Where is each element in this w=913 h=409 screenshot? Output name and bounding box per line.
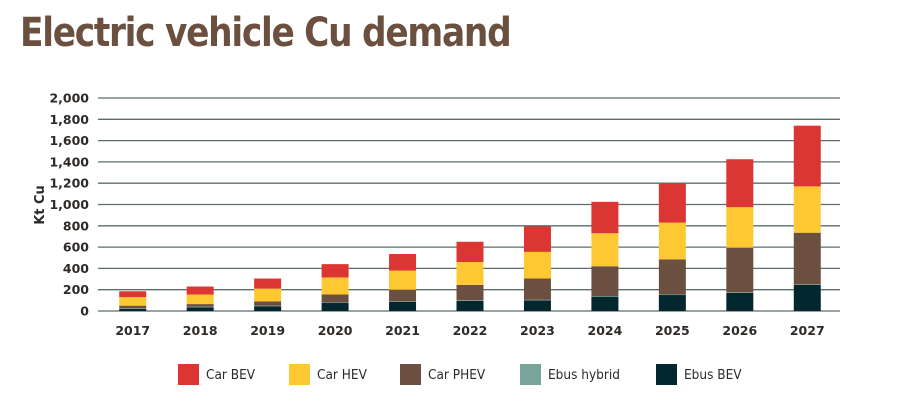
legend-label: Ebus BEV <box>683 366 742 383</box>
bar-segment-car-hev <box>186 294 214 305</box>
bar-segment-car-hev <box>254 288 282 302</box>
y-tick-label: 2,000 <box>49 91 89 106</box>
legend-swatch <box>178 364 199 385</box>
bar-segment-ebus-bev <box>321 303 349 311</box>
y-tick-label: 1,800 <box>49 112 89 127</box>
y-tick-label: 1,400 <box>49 154 89 169</box>
bar-segment-car-phev <box>658 259 686 295</box>
legend-item-car-bev: Car BEV <box>178 364 261 385</box>
x-tick-labels: 2017 2018 2019 2020 2021 2022 2023 2024 2025 2026… <box>115 323 824 338</box>
bar-segment-ebus-hybrid <box>591 296 619 297</box>
legend-item-car-hev: Car HEV <box>288 364 372 385</box>
bar-segment-car-bev <box>389 254 417 271</box>
bar-segment-car-hev <box>456 262 484 285</box>
bar-segment-ebus-hybrid <box>119 308 147 309</box>
bar-segment-ebus-hybrid <box>726 292 754 293</box>
bar-segment-car-bev <box>793 125 821 187</box>
x-tick-label: 2019 <box>250 323 285 338</box>
bar-segment-car-bev <box>591 201 619 234</box>
y-tick-label: 600 <box>63 240 89 255</box>
legend-swatch <box>655 364 677 385</box>
bar-segment-ebus-hybrid <box>389 301 417 302</box>
bar-segment-ebus-bev <box>793 284 821 311</box>
bar-segment-car-hev <box>793 186 821 233</box>
x-tick-label: 2017 <box>115 323 150 338</box>
bar-segment-ebus-hybrid <box>523 299 551 301</box>
legend-swatch <box>519 364 541 385</box>
x-tick-label: 2026 <box>722 323 757 338</box>
bar-segment-car-phev <box>591 266 619 297</box>
bar-segment-car-bev <box>119 291 147 298</box>
x-tick-label: 2025 <box>655 323 690 338</box>
legend-label: Car BEV <box>206 366 256 383</box>
chart-title: Electric vehicle Cu demand <box>20 10 512 56</box>
bar-segment-car-bev <box>658 183 686 223</box>
bar-segment-car-phev <box>523 278 551 300</box>
bar-segment-car-phev <box>456 284 484 301</box>
legend-label: Car HEV <box>316 366 367 383</box>
x-tick-label: 2027 <box>790 323 825 338</box>
x-tick-label: 2021 <box>385 323 420 338</box>
bar-segment-car-hev <box>658 222 686 260</box>
bar-segment-ebus-bev <box>456 300 484 311</box>
bar-segment-car-bev <box>726 159 754 208</box>
bar-segment-ebus-bev <box>254 306 282 311</box>
y-axis-label: Kt Cu <box>33 185 48 225</box>
bar-segment-car-bev <box>523 226 551 252</box>
bar-segment-ebus-bev <box>389 301 417 311</box>
bar-segment-ebus-bev <box>591 296 619 311</box>
bar-segment-car-hev <box>119 297 147 306</box>
bar-segment-car-phev <box>186 304 214 307</box>
legend-label: Car PHEV <box>428 366 486 383</box>
bar-segment-ebus-bev <box>523 300 551 311</box>
x-tick-label: 2020 <box>318 323 353 338</box>
legend: Car BEV Car HEV Car PHEV Ebus hybrid Ebu… <box>178 364 776 385</box>
bar-segment-car-phev <box>726 247 754 293</box>
bar-segment-car-bev <box>186 286 214 295</box>
legend-item-car-phev: Car PHEV <box>400 364 492 385</box>
bar-segment-car-hev <box>389 270 417 290</box>
y-tick-label: 1,200 <box>49 176 89 191</box>
bar-segment-car-hev <box>591 233 619 267</box>
bar-segment-car-hev <box>726 207 754 248</box>
y-tick-label: 1,600 <box>49 133 89 148</box>
bar-segment-ebus-hybrid <box>186 306 214 308</box>
bar-segment-ebus-bev <box>186 307 214 311</box>
bar-segment-car-bev <box>321 264 349 278</box>
bar-segment-ebus-hybrid <box>456 300 484 301</box>
bar-segment-ebus-hybrid <box>658 294 686 296</box>
y-tick-label: 400 <box>63 261 89 276</box>
legend-swatch <box>400 364 422 385</box>
y-tick-label: 0 <box>80 304 89 319</box>
bar-segment-car-hev <box>523 251 551 279</box>
y-tick-label: 1,000 <box>49 197 89 212</box>
bar-segment-ebus-hybrid <box>254 305 282 307</box>
y-tick-label: 200 <box>63 282 89 297</box>
legend-item-ebus-bev: Ebus BEV <box>655 364 748 385</box>
bar-segment-ebus-hybrid <box>793 284 821 285</box>
x-tick-label: 2018 <box>183 323 218 338</box>
bar-segment-ebus-bev <box>658 295 686 311</box>
x-tick-label: 2024 <box>588 323 623 338</box>
bar-segment-car-phev <box>321 294 349 303</box>
bar-segment-ebus-hybrid <box>321 302 349 304</box>
legend-label: Ebus hybrid <box>547 366 620 383</box>
legend-item-ebus-hybrid: Ebus hybrid <box>519 364 628 385</box>
bar-segment-ebus-bev <box>119 308 147 311</box>
x-tick-label: 2023 <box>520 323 555 338</box>
bar-segment-ebus-bev <box>726 292 754 311</box>
bar-segment-car-phev <box>119 305 147 309</box>
bars <box>119 125 821 311</box>
x-tick-label: 2022 <box>453 323 488 338</box>
bar-segment-car-bev <box>254 278 282 289</box>
bar-segment-car-phev <box>793 232 821 285</box>
bar-segment-car-phev <box>254 301 282 306</box>
y-tick-labels: 0 200 400 600 800 1,000 1,200 1,400 1,600 1,800 2,… <box>49 91 89 319</box>
bar-segment-car-bev <box>456 241 484 263</box>
bar-segment-car-phev <box>389 289 417 302</box>
bar-segment-car-hev <box>321 277 349 295</box>
y-tick-label: 800 <box>63 218 89 233</box>
legend-swatch <box>288 364 310 385</box>
